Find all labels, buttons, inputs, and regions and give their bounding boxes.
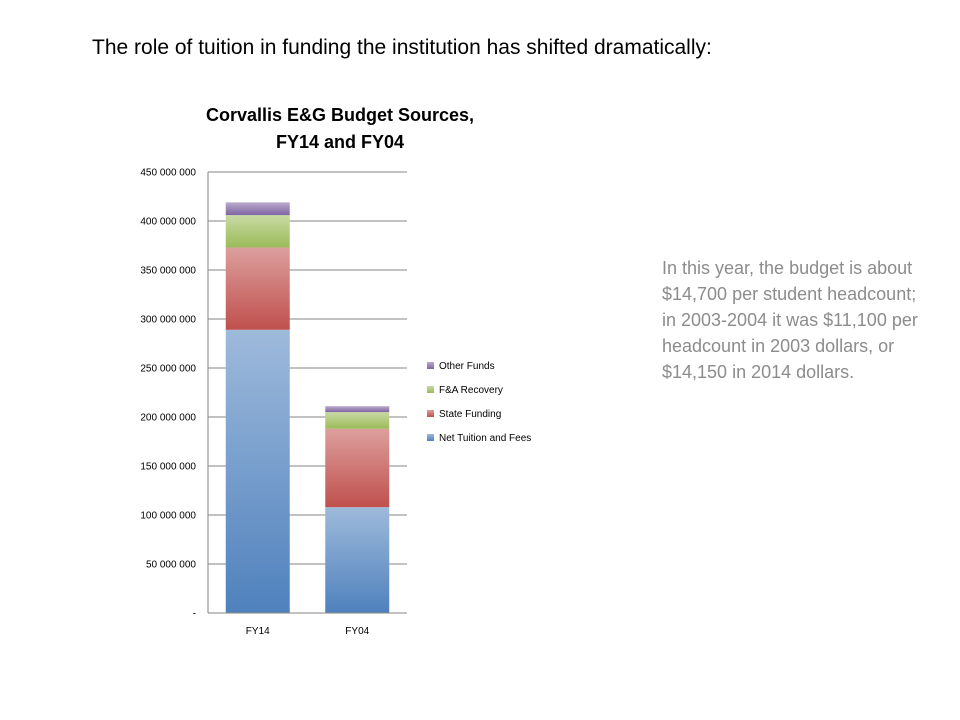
y-tick-label: 350 000 000	[140, 266, 196, 277]
legend-swatch	[427, 386, 434, 393]
bar-segment-fy14-other-funds	[225, 202, 290, 216]
y-tick-label: 400 000 000	[140, 217, 196, 228]
chart-title: Corvallis E&G Budget Sources, FY14 and F…	[150, 102, 530, 156]
bar-segment-fy04-f-a-recovery	[325, 412, 390, 429]
y-tick-label: -	[193, 609, 196, 620]
slide-title: The role of tuition in funding the insti…	[92, 36, 712, 59]
legend-label: F&A Recovery	[439, 385, 503, 396]
side-note: In this year, the budget is about $14,70…	[662, 258, 918, 382]
y-tick-label: 100 000 000	[140, 511, 196, 522]
legend-label: State Funding	[439, 409, 501, 420]
bars-layer	[225, 202, 390, 613]
y-tick-label: 50 000 000	[146, 560, 196, 571]
bar-segment-fy14-state-funding	[225, 247, 290, 330]
legend-swatch	[427, 434, 434, 441]
legend-swatch	[427, 410, 434, 417]
bar-segment-fy04-other-funds	[325, 406, 390, 413]
y-tick-label: 300 000 000	[140, 315, 196, 326]
bar-segment-fy04-net-tuition-and-fees	[325, 507, 390, 613]
axis-layer: - 50 000 000 100 000 000 150 000 000 200 000…	[140, 168, 407, 637]
y-tick-label: 250 000 000	[140, 364, 196, 375]
y-tick-label: 450 000 000	[140, 168, 196, 179]
legend-swatch	[427, 362, 434, 369]
x-tick-label: FY14	[246, 626, 270, 637]
bar-segment-fy14-net-tuition-and-fees	[225, 329, 290, 613]
x-tick-label: FY04	[345, 626, 369, 637]
y-tick-label: 150 000 000	[140, 462, 196, 473]
legend-layer: Other Funds F&A Recovery State Funding Net …	[427, 361, 531, 444]
bar-segment-fy04-state-funding	[325, 428, 390, 508]
legend-label: Other Funds	[439, 361, 495, 372]
legend-label: Net Tuition and Fees	[439, 433, 531, 444]
bar-segment-fy14-f-a-recovery	[225, 215, 290, 248]
chart-title-line-2: FY14 and FY04	[275, 132, 405, 152]
y-tick-label: 200 000 000	[140, 413, 196, 424]
chart-title-line-1: Corvallis E&G Budget Sources,	[205, 105, 475, 125]
